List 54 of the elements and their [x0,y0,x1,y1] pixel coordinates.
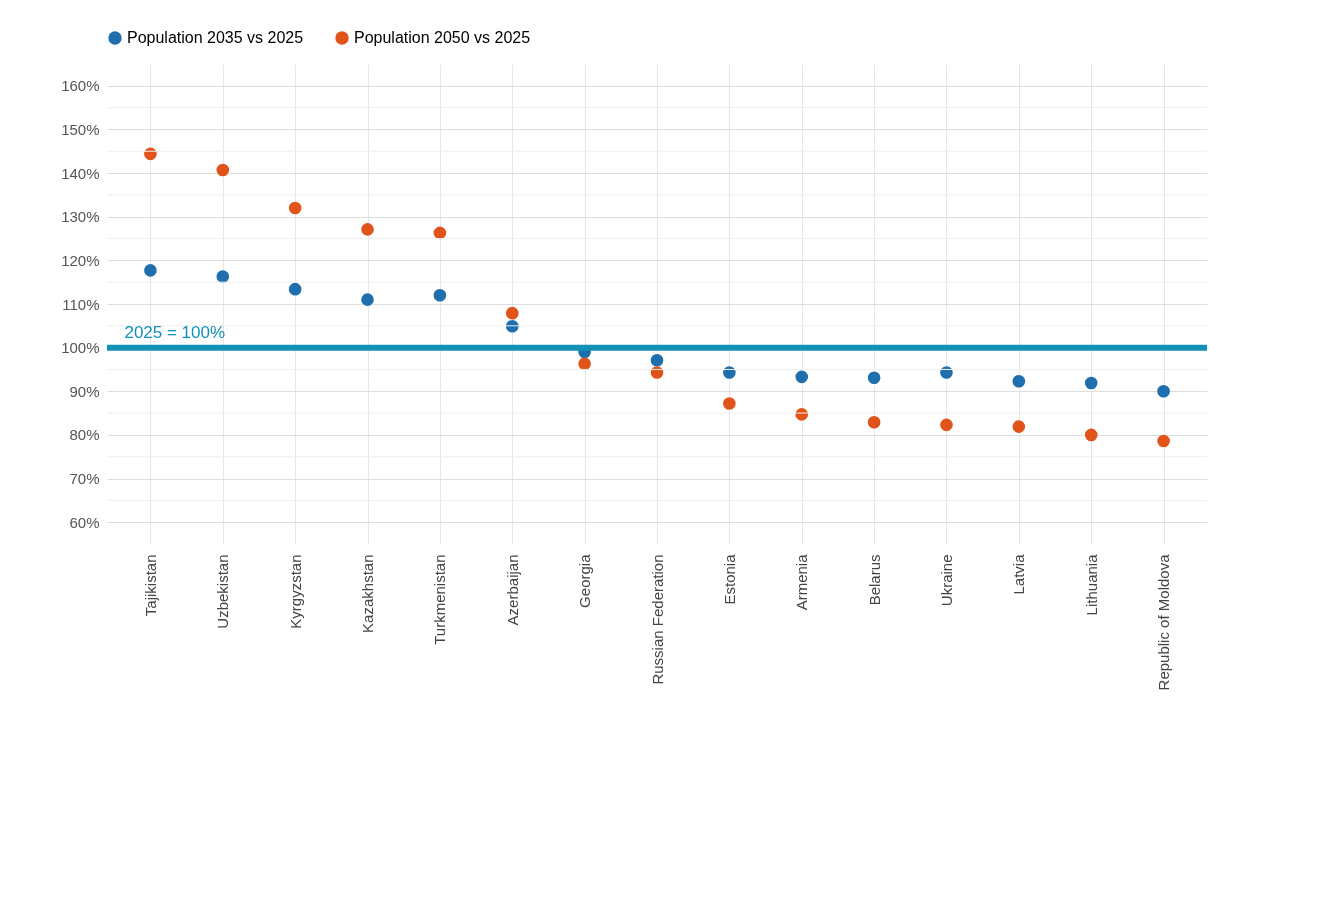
point [433,226,447,240]
x-tick-label: Russian Federation [648,554,666,685]
y-tick-label: 150% [61,120,100,138]
y-tick-label: 110% [62,295,100,313]
x-tick-label: Lithuania [1082,553,1100,616]
point [867,371,881,385]
x-tick-label: Ukraine [937,554,955,607]
point [940,418,953,432]
point [1012,374,1026,388]
y-tick-label: 140% [61,164,100,182]
point [650,353,664,367]
x-tick-label: Uzbekistan [214,554,232,629]
legend-label: Population 2035 vs 2025 [127,29,304,46]
y-tick-label: 120% [61,251,100,269]
x-tick-label: Tajikistan [141,554,159,617]
ref-line-label: 2025 = 100% [124,322,226,342]
x-tick-label: Belarus [865,554,883,606]
point [144,147,157,161]
x-tick-label: Kazakhstan [359,554,377,633]
point [1157,384,1170,398]
y-tick-label: 70% [69,470,100,488]
point [1084,376,1098,390]
point [288,282,302,296]
point [433,288,447,302]
y-tick-label: 60% [69,513,100,531]
point [1084,428,1098,442]
y-tick-label: 90% [69,382,100,400]
point [723,397,736,410]
point [144,264,157,277]
point [867,415,881,429]
x-tick-label: Georgia [576,553,594,608]
x-tick-label: Republic of Moldova [1155,553,1173,691]
x-tick-label: Latvia [1010,553,1028,595]
point [795,370,809,384]
point [1157,434,1170,448]
y-tick-label: 160% [61,77,100,95]
y-tick-label: 130% [61,208,100,226]
y-tick-label: 80% [69,426,100,444]
point [216,163,230,177]
x-tick-label: Azerbaijan [503,554,521,626]
x-tick-label: Armenia [793,553,811,611]
point [288,201,302,215]
point [578,357,591,371]
point [1012,420,1026,433]
point [361,293,374,306]
point [361,223,374,236]
x-tick-label: Turkmenistan [431,554,449,645]
point [505,306,519,320]
y-tick-label: 100% [61,339,100,357]
x-tick-label: Kyrgyzstan [286,554,304,629]
point [216,270,230,283]
x-tick-label: Estonia [720,553,738,605]
point [650,366,664,379]
legend-label: Population 2050 vs 2025 [354,29,531,46]
